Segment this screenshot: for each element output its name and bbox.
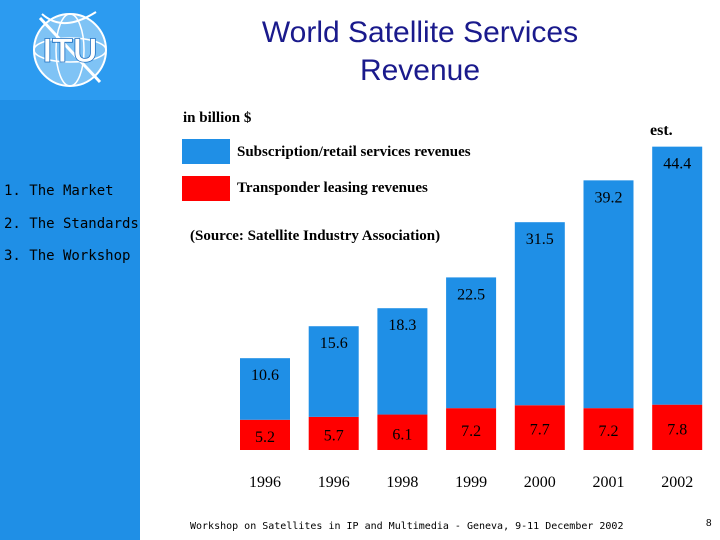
data-label-subscription: 31.5 bbox=[526, 231, 554, 248]
x-tick-label: 2002 bbox=[661, 474, 693, 491]
data-label-subscription: 44.4 bbox=[663, 156, 691, 173]
slide-number: 8 bbox=[706, 518, 712, 529]
bar-subscription bbox=[652, 146, 703, 405]
bar-subscription bbox=[446, 277, 497, 409]
bar-subscription bbox=[308, 326, 359, 417]
data-label-transponder: 5.2 bbox=[255, 429, 275, 446]
globe-icon: ITU bbox=[33, 11, 107, 87]
bar-subscription bbox=[240, 358, 290, 420]
bar-subscription bbox=[377, 308, 428, 415]
x-tick-label: 1998 bbox=[386, 474, 418, 491]
data-label-subscription: 18.3 bbox=[388, 317, 416, 334]
legend-swatch-subscription bbox=[182, 139, 230, 164]
sidebar-item-market[interactable]: 1. The Market bbox=[4, 183, 114, 199]
bar-subscription bbox=[583, 180, 634, 409]
data-label-subscription: 39.2 bbox=[595, 189, 623, 206]
data-label-subscription: 22.5 bbox=[457, 286, 485, 303]
title-line-2: Revenue bbox=[359, 54, 481, 87]
data-label-transponder: 5.7 bbox=[324, 427, 344, 444]
legend-swatch-transponder bbox=[182, 176, 230, 201]
data-label-subscription: 15.6 bbox=[320, 335, 348, 352]
x-tick-label: 1996 bbox=[249, 474, 281, 491]
source-note: (Source: Satellite Industry Association) bbox=[190, 228, 441, 244]
data-label-transponder: 7.2 bbox=[461, 423, 481, 440]
sidebar: ITU bbox=[0, 0, 140, 540]
x-tick-label: 1999 bbox=[455, 474, 487, 491]
bar-transponder bbox=[446, 408, 497, 450]
sidebar-item-standards[interactable]: 2. The Standards bbox=[4, 216, 139, 232]
x-tick-label: 2001 bbox=[593, 474, 625, 491]
data-label-transponder: 7.7 bbox=[530, 422, 550, 439]
bar-transponder bbox=[583, 408, 634, 450]
data-label-transponder: 7.2 bbox=[599, 423, 619, 440]
data-label-subscription: 10.6 bbox=[251, 367, 279, 384]
bar-transponder bbox=[240, 419, 290, 450]
title-line-1: World Satellite Services bbox=[261, 16, 579, 49]
bar-transponder bbox=[308, 416, 359, 450]
bar-subscription bbox=[514, 222, 565, 406]
legend-label-subscription: Subscription/retail services revenues bbox=[237, 144, 471, 160]
bar-transponder bbox=[377, 414, 428, 450]
data-label-transponder: 7.8 bbox=[667, 421, 687, 438]
bar-transponder bbox=[652, 404, 703, 450]
itu-logo: ITU bbox=[0, 0, 140, 100]
unit-label: in billion $ bbox=[183, 110, 252, 126]
sidebar-item-workshop[interactable]: 3. The Workshop bbox=[4, 248, 131, 264]
x-tick-label: 2000 bbox=[524, 474, 556, 491]
legend-label-transponder: Transponder leasing revenues bbox=[237, 180, 428, 196]
x-tick-label: 1996 bbox=[318, 474, 350, 491]
page-title: World Satellite Services Revenue bbox=[200, 14, 640, 90]
est-annotation: est. bbox=[650, 122, 673, 139]
data-label-transponder: 6.1 bbox=[392, 426, 412, 443]
footer: Workshop on Satellites in IP and Multime… bbox=[190, 521, 624, 532]
bar-transponder bbox=[514, 405, 565, 450]
logo-text: ITU bbox=[43, 32, 98, 70]
